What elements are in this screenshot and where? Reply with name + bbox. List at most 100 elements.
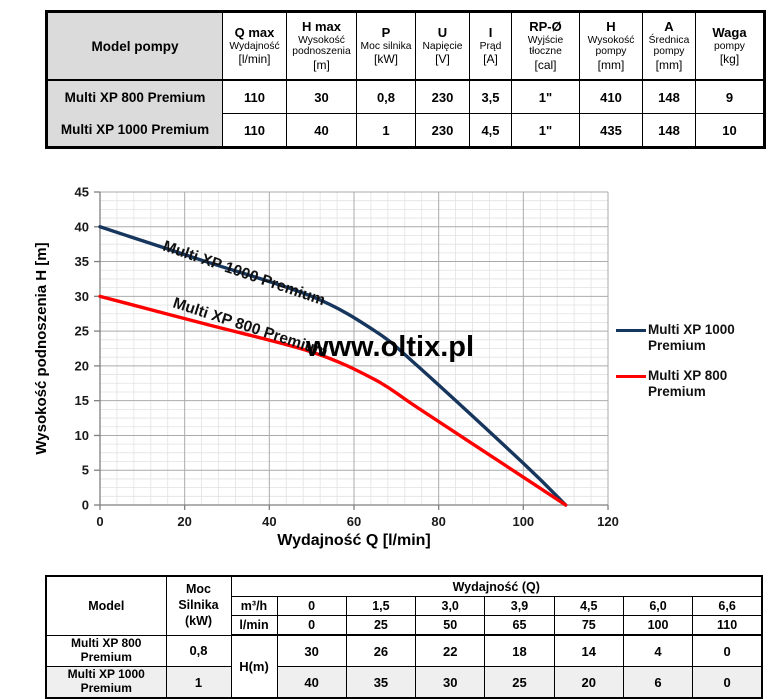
perf-cell: 30 (415, 666, 486, 699)
perf-row-xp800: Multi XP 800 Premium 0,8 H(m) 30 26 22 1… (45, 634, 763, 699)
spec-cell: 1" (511, 79, 580, 114)
unit-label-lmin: l/min (230, 615, 278, 636)
tick-labels: 0 5 10 15 20 25 30 35 40 45 0 20 40 60 80 100 120 (75, 185, 619, 530)
perf-cell: 1,5 (345, 596, 417, 616)
spec-table: Model pompy Q max Wydajność [l/min] H max W… (45, 10, 766, 149)
x-tick-label: 60 (347, 514, 361, 529)
perf-cell: 110 (692, 615, 763, 636)
legend-label: Multi XP 1000 Premium (648, 322, 735, 354)
series-line (98, 225, 568, 507)
perf-cell: 65 (484, 615, 555, 636)
spec-cell: 3,5 (469, 79, 512, 114)
watermark-text: www.oltix.pl (305, 331, 474, 363)
perf-cell: 20 (553, 666, 624, 699)
y-tick-label: 25 (75, 324, 89, 339)
spec-header-hmax: H max Wysokość podnoszenia [m] (286, 11, 357, 81)
spec-cell: 4,5 (469, 113, 512, 148)
perf-header-row-group: Model Moc Silnika (kW) Wydajność (Q) (45, 575, 763, 636)
spec-header-row: Model pompy Q max Wydajność [l/min] H max W… (46, 11, 765, 81)
spec-header-voltage: U Napięcie [V] (415, 11, 470, 81)
x-tick-label: 100 (512, 514, 534, 529)
perf-cell: 26 (345, 634, 417, 667)
perf-cell: 100 (622, 615, 694, 636)
perf-row-xp1000: Multi XP 1000 Premium 1 40 35 30 25 20 6… (45, 666, 763, 699)
perf-cell: 6 (622, 666, 694, 699)
perf-cell: 4,5 (553, 596, 624, 616)
y-tick-label: 0 (82, 498, 89, 513)
spec-cell: 110 (222, 79, 287, 114)
legend-line-swatch (616, 374, 646, 379)
perf-cell: 3,0 (415, 596, 486, 616)
model-cell: Multi XP 1000 Premium (45, 666, 167, 699)
perf-cell: 25 (345, 615, 417, 636)
perf-cell: 0 (276, 596, 347, 616)
spec-cell: 0,8 (356, 79, 416, 114)
perf-cell: 22 (415, 634, 486, 667)
legend-line-swatch (616, 329, 646, 333)
perf-header-row-m3h: m³/h 0 1,5 3,0 3,9 4,5 6,0 6,6 (46, 596, 763, 616)
perf-cell: 6,6 (692, 596, 763, 616)
spec-cell: 148 (642, 79, 696, 114)
x-tick-label: 80 (431, 514, 445, 529)
spec-header-power: P Moc silnika [kW] (356, 11, 416, 81)
perf-header-power: Moc Silnika (kW) (165, 575, 232, 636)
unit-label-m3h: m³/h (230, 596, 278, 616)
y-tick-label: 15 (75, 393, 89, 408)
x-tick-label: 40 (262, 514, 276, 529)
spec-cell: 10 (695, 113, 765, 148)
perf-header-row-lmin: l/min 0 25 50 65 75 100 110 (46, 615, 763, 636)
y-tick-label: 5 (82, 463, 89, 478)
series-line (98, 294, 568, 507)
y-tick-label: 40 (75, 219, 89, 234)
perf-cell: 0 (692, 634, 763, 667)
perf-cell: 35 (345, 666, 417, 699)
spec-cell: 148 (642, 113, 696, 148)
y-tick-label: 10 (75, 428, 89, 443)
chart-legend: Multi XP 1000 Premium Multi XP 800 Premiu… (616, 322, 768, 401)
legend-item: Multi XP 1000 Premium (616, 322, 768, 355)
spec-cell: 1" (511, 113, 580, 148)
spec-header-outlet: RP-Ø Wyjście tłoczne [cal] (511, 11, 580, 81)
model-cell: Multi XP 800 Premium (46, 79, 223, 114)
model-cell: Multi XP 800 Premium (45, 634, 167, 667)
spec-header-weight: Waga pompy [kg] (695, 11, 765, 81)
perf-cell: 75 (553, 615, 624, 636)
spec-cell: 435 (579, 113, 643, 148)
perf-cell: 30 (276, 634, 347, 667)
perf-cell: 4 (622, 634, 694, 667)
y-tick-label: 20 (75, 358, 89, 373)
perf-cell: 0,8 (165, 634, 232, 667)
legend-item: Multi XP 800 Premium (616, 368, 768, 401)
spec-cell: 9 (695, 79, 765, 114)
perf-cell: 1 (165, 666, 232, 699)
head-unit-label: H(m) (230, 634, 278, 699)
spec-header-diameter: A Średnica pompy [mm] (642, 11, 696, 81)
spec-cell: 410 (579, 79, 643, 114)
perf-cell: 3,9 (484, 596, 555, 616)
spec-header-current: I Prąd [A] (469, 11, 512, 81)
major-gridlines (99, 191, 609, 506)
perf-cell: 0 (692, 666, 763, 699)
perf-cell: 18 (484, 634, 555, 667)
perf-cell: 40 (276, 666, 347, 699)
perf-cell: 50 (415, 615, 486, 636)
model-cell: Multi XP 1000 Premium (46, 113, 223, 148)
perf-header-model: Model (45, 575, 167, 636)
pump-curve-chart: 0 5 10 15 20 25 30 35 40 45 0 20 40 60 80 100 120 Wysokoś… (33, 185, 619, 550)
y-tick-label: 35 (75, 254, 89, 269)
y-tick-label: 30 (75, 289, 89, 304)
legend-label: Multi XP 800 Premium (648, 367, 728, 400)
perf-cell: 6,0 (622, 596, 694, 616)
axes (94, 191, 609, 510)
spec-cell: 230 (415, 79, 470, 114)
spec-header-height: H Wysokość pompy [mm] (579, 11, 643, 81)
x-axis-title: Wydajność Q [l/min] (277, 532, 431, 549)
perf-cell: 25 (484, 666, 555, 699)
perf-header-flow-group: Wydajność (Q) (230, 575, 763, 597)
performance-table: Model Moc Silnika (kW) Wydajność (Q) m³/… (45, 575, 763, 699)
spec-header-qmax: Q max Wydajność [l/min] (222, 11, 287, 81)
x-tick-label: 20 (177, 514, 191, 529)
perf-cell: 14 (553, 634, 624, 667)
spec-cell: 40 (286, 113, 357, 148)
